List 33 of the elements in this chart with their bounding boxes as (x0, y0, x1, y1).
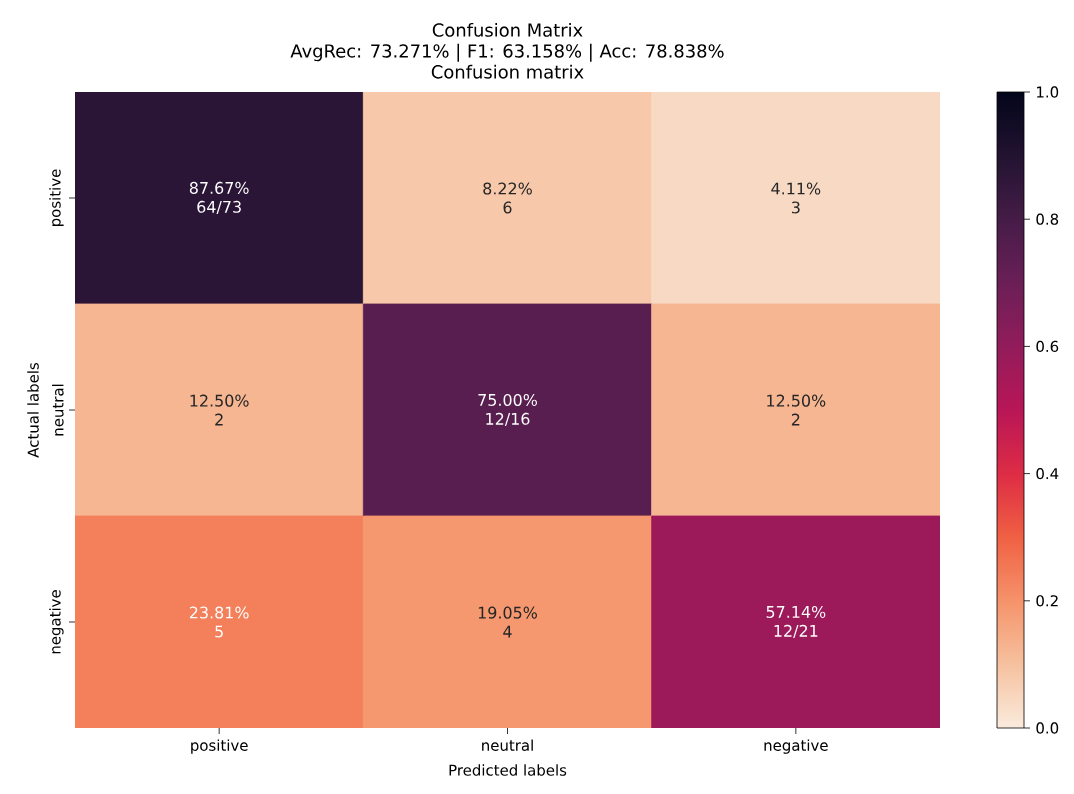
x-tick-label: positive (191, 739, 248, 754)
text: 12/21 (774, 624, 818, 639)
text: 64/73 (197, 200, 241, 215)
color-bar-label: 0.4 (1036, 467, 1059, 480)
text: 75.00% (478, 393, 537, 406)
y-tick-label: positive (49, 169, 64, 226)
text: 12.50% (767, 394, 826, 407)
color-bar-label: 0.2 (1036, 595, 1058, 607)
color-bar-label: 0.0 (1036, 722, 1059, 734)
text: 4 (503, 625, 512, 638)
text: 2 (215, 413, 223, 426)
text: 19.05% (478, 606, 537, 619)
x-axis-title: Predicted labels (449, 764, 567, 776)
x-tick-label: neutral (482, 739, 533, 751)
color-bar-label: 0.6 (1036, 340, 1059, 353)
text: 87.67% (189, 181, 249, 194)
text: 6 (503, 201, 512, 214)
color-bar-label: 0.8 (1036, 213, 1059, 225)
y-tick-label: neutral (52, 384, 64, 436)
color-bar-label: 1.0 (1037, 86, 1059, 98)
text: 2 (791, 413, 800, 426)
text: 12.50% (190, 394, 249, 407)
text: 8.22% (483, 182, 532, 195)
y-axis-title: Actual labels (27, 362, 39, 458)
text: 57.14% (766, 605, 826, 618)
text: 3 (791, 201, 800, 214)
x-tick-label: negative (764, 739, 828, 754)
chart-title: Confusion Matrix (432, 22, 583, 37)
chart-subtitle: AvgRec: 73.271% | F1: 63.158% | Acc: 78.838% (290, 43, 724, 62)
text: 12/16 (486, 412, 530, 427)
text: Confusion matrix (431, 64, 584, 79)
y-tick-label: negative (49, 590, 64, 654)
text: 4.11% (771, 182, 821, 195)
